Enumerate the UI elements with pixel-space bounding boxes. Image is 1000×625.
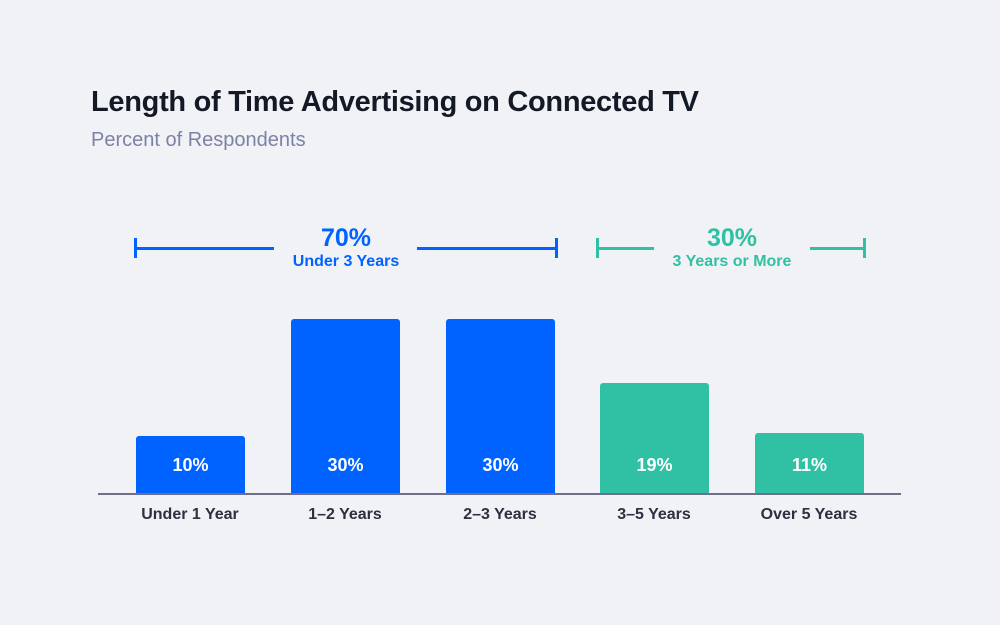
x-tick-label: 2–3 Years <box>463 506 537 523</box>
group-text: 3 Years or More <box>672 253 792 270</box>
bar-value-label: 19% <box>636 455 673 475</box>
bar-value-label: 30% <box>327 455 364 475</box>
bar-under-1-year: 10% <box>136 436 245 494</box>
chart-subtitle: Percent of Respondents <box>91 129 306 151</box>
bar-3-5-years: 19% <box>600 383 709 494</box>
group-bracket-under-3-years <box>134 237 558 259</box>
bar-value-label: 30% <box>482 455 519 475</box>
bar-2-3-years: 30% <box>446 319 555 494</box>
x-tick-label: 3–5 Years <box>617 506 691 523</box>
x-axis-line <box>98 493 901 495</box>
x-tick-label: 1–2 Years <box>308 506 382 523</box>
group-pct: 30% <box>706 224 758 252</box>
bar-value-label: 11% <box>791 455 828 475</box>
group-label-3-years-or-more: 30% 3 Years or More <box>632 224 832 272</box>
bracket-left-line <box>596 247 654 250</box>
bar-1-2-years: 30% <box>291 319 400 494</box>
bracket-left-line <box>134 247 274 250</box>
group-bracket-3-years-or-more <box>596 237 866 259</box>
x-tick-label: Over 5 Years <box>760 506 858 523</box>
bar-value-label: 10% <box>172 455 209 475</box>
bracket-right-line <box>417 247 557 250</box>
bracket-right-tick <box>555 238 558 258</box>
bracket-right-tick <box>863 238 866 258</box>
chart-title: Length of Time Advertising on Connected … <box>91 86 699 118</box>
bar-over-5-years: 11% <box>755 433 864 494</box>
x-tick-label: Under 1 Year <box>141 506 239 523</box>
group-label-under-3-years: 70% Under 3 Years <box>246 224 446 272</box>
group-pct: 70% <box>320 224 372 252</box>
group-text: Under 3 Years <box>292 253 400 270</box>
bracket-right-line <box>810 247 866 250</box>
